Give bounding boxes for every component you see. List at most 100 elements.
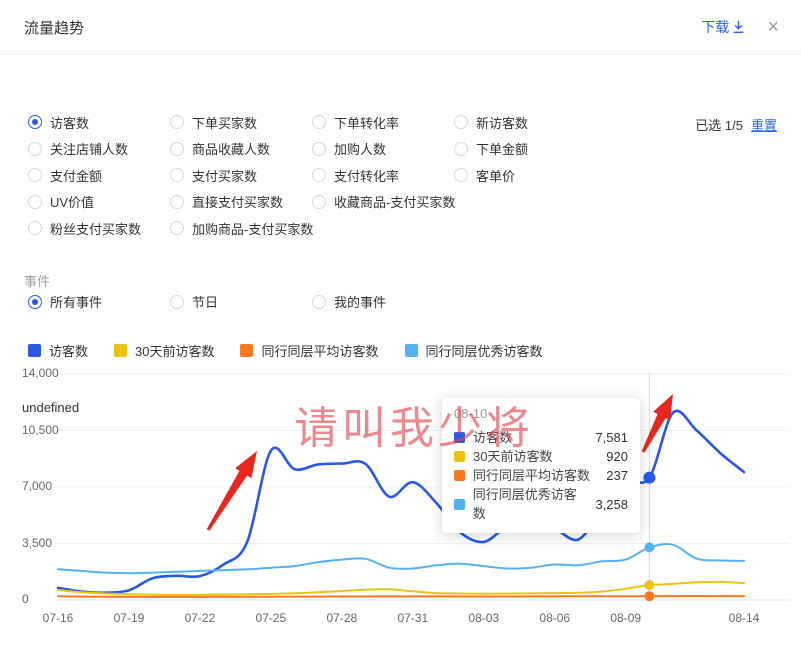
legend-item-2[interactable]: 同行同层平均访客数 — [240, 341, 379, 360]
tooltip-rows: 访客数 7,581 30天前访客数 920 同行同层平均访客数 237 同行同层优秀访客数 3… — [454, 428, 628, 523]
event-option-label: 节日 — [192, 295, 219, 310]
download-button[interactable]: 下载 — [701, 17, 745, 37]
event-option-1[interactable]: 节日 — [170, 292, 312, 311]
legend-item-0[interactable]: 访客数 — [28, 341, 88, 360]
x-axis-label: 08-03 — [468, 611, 500, 625]
radio-icon — [170, 115, 184, 130]
series-line-0 — [56, 409, 746, 595]
tooltip-value: 7,581 — [595, 430, 628, 445]
close-icon: × — [767, 16, 779, 38]
tooltip-value: 237 — [606, 468, 628, 483]
metric-option-5[interactable]: 商品收藏人数 — [170, 136, 312, 163]
metric-option-label: 支付金额 — [50, 168, 103, 184]
legend-label: 访客数 — [49, 344, 89, 359]
trend-chart[interactable]: undefined 0 3,500 7,000 10,500 14,000 07-16 07… — [0, 355, 801, 655]
x-axis-label: 07-31 — [397, 611, 429, 625]
modal-header: 流量趋势 下载 × — [0, 0, 801, 55]
legend-item-1[interactable]: 30天前访客数 — [114, 341, 214, 360]
radio-icon — [28, 294, 42, 309]
annotation-arrow — [641, 394, 673, 453]
metric-option-6[interactable]: 加购人数 — [312, 136, 454, 163]
tooltip-swatch — [454, 470, 465, 481]
radio-icon — [454, 168, 468, 183]
radio-icon — [28, 115, 42, 130]
legend-label: 30天前访客数 — [135, 344, 215, 359]
x-axis-label: 08-14 — [728, 611, 760, 625]
metric-option-label: 商品收藏人数 — [192, 142, 271, 158]
page-title: 流量趋势 — [24, 19, 85, 37]
metric-option-8[interactable]: 支付金额 — [28, 162, 170, 189]
y-axis-label: 0 — [22, 592, 29, 606]
legend-swatch — [404, 344, 418, 357]
chart-tooltip: 08-10 访客数 7,581 30天前访客数 920 同行同层平均访客数 237 同行同层… — [442, 398, 640, 533]
tooltip-value: 920 — [606, 449, 628, 464]
radio-icon — [28, 141, 42, 156]
x-axis-label: 07-25 — [255, 611, 287, 625]
series-marker-0 — [643, 471, 656, 484]
radio-icon — [170, 141, 184, 156]
metric-option-label: 加购人数 — [334, 142, 387, 158]
metric-option-12[interactable]: UV价值 — [28, 189, 170, 216]
legend-swatch — [114, 344, 128, 357]
radio-icon — [28, 221, 42, 236]
events-section-label: 事件 — [24, 274, 51, 289]
y-axis-label: 14,000 — [22, 366, 59, 380]
series-line-2 — [57, 594, 745, 598]
metric-option-1[interactable]: 下单买家数 — [170, 109, 312, 136]
metric-option-4[interactable]: 关注店铺人数 — [28, 136, 170, 163]
legend-label: 同行同层优秀访客数 — [425, 344, 543, 359]
metric-option-7[interactable]: 下单金额 — [454, 136, 654, 163]
legend-swatch — [240, 344, 254, 357]
metric-option-label: 下单买家数 — [192, 115, 258, 131]
metric-option-label: 支付转化率 — [334, 168, 400, 184]
metric-options-group: 访客数 下单买家数 下单转化率 新访客数关注店铺人数 商品收藏人数 加购人数 下单金额支付金… — [28, 109, 654, 242]
x-axis-label: 08-06 — [539, 611, 571, 625]
metric-option-label: 新访客数 — [476, 115, 529, 131]
event-option-label: 我的事件 — [334, 295, 387, 310]
metric-option-10[interactable]: 支付转化率 — [312, 162, 454, 189]
selected-count: 已选 1/5 — [695, 118, 743, 133]
tooltip-label: 30天前访客数 — [473, 449, 553, 464]
metric-option-2[interactable]: 下单转化率 — [312, 109, 454, 136]
metric-option-15[interactable]: 粉丝支付买家数 — [28, 215, 170, 242]
radio-icon — [170, 221, 184, 236]
metric-option-13[interactable]: 直接支付买家数 — [170, 189, 312, 216]
radio-icon — [312, 294, 326, 309]
metric-option-label: 访客数 — [50, 115, 90, 131]
download-label: 下载 — [701, 19, 730, 35]
metric-option-label: 支付买家数 — [192, 168, 258, 184]
event-option-2[interactable]: 我的事件 — [312, 292, 454, 311]
series-marker-3 — [644, 542, 655, 553]
chart-legend: 访客数 30天前访客数 同行同层平均访客数 同行同层优秀访客数 — [28, 341, 543, 360]
tooltip-swatch — [454, 432, 465, 443]
radio-icon — [28, 194, 42, 209]
metric-option-label: 加购商品-支付买家数 — [192, 221, 314, 237]
radio-icon — [28, 168, 42, 183]
radio-icon — [312, 194, 326, 209]
metric-option-11[interactable]: 客单价 — [454, 162, 654, 189]
x-axis-label: 07-16 — [42, 611, 74, 625]
metric-option-14[interactable]: 收藏商品-支付买家数 — [312, 189, 456, 216]
metric-option-label: 收藏商品-支付买家数 — [334, 195, 456, 211]
event-options-group: 所有事件 节日 我的事件 — [28, 292, 454, 311]
metric-option-label: 下单转化率 — [334, 115, 400, 131]
metric-option-16[interactable]: 加购商品-支付买家数 — [170, 215, 314, 242]
radio-icon — [170, 294, 184, 309]
metric-option-9[interactable]: 支付买家数 — [170, 162, 312, 189]
header-actions: 下载 × — [701, 17, 779, 37]
radio-icon — [454, 141, 468, 156]
x-axis-label: 07-22 — [184, 611, 216, 625]
reset-link[interactable]: 重置 — [750, 118, 777, 133]
event-option-0[interactable]: 所有事件 — [28, 292, 170, 311]
metric-option-0[interactable]: 访客数 — [28, 109, 170, 136]
series-marker-1 — [644, 580, 655, 591]
close-button[interactable]: × — [767, 17, 779, 37]
x-axis-label: 07-19 — [113, 611, 145, 625]
radio-icon — [312, 141, 326, 156]
tooltip-row-2: 同行同层平均访客数 237 — [454, 466, 628, 485]
metric-option-3[interactable]: 新访客数 — [454, 109, 654, 136]
legend-item-3[interactable]: 同行同层优秀访客数 — [404, 341, 543, 360]
tooltip-row-1: 30天前访客数 920 — [454, 447, 628, 466]
metric-option-label: 客单价 — [476, 168, 516, 184]
